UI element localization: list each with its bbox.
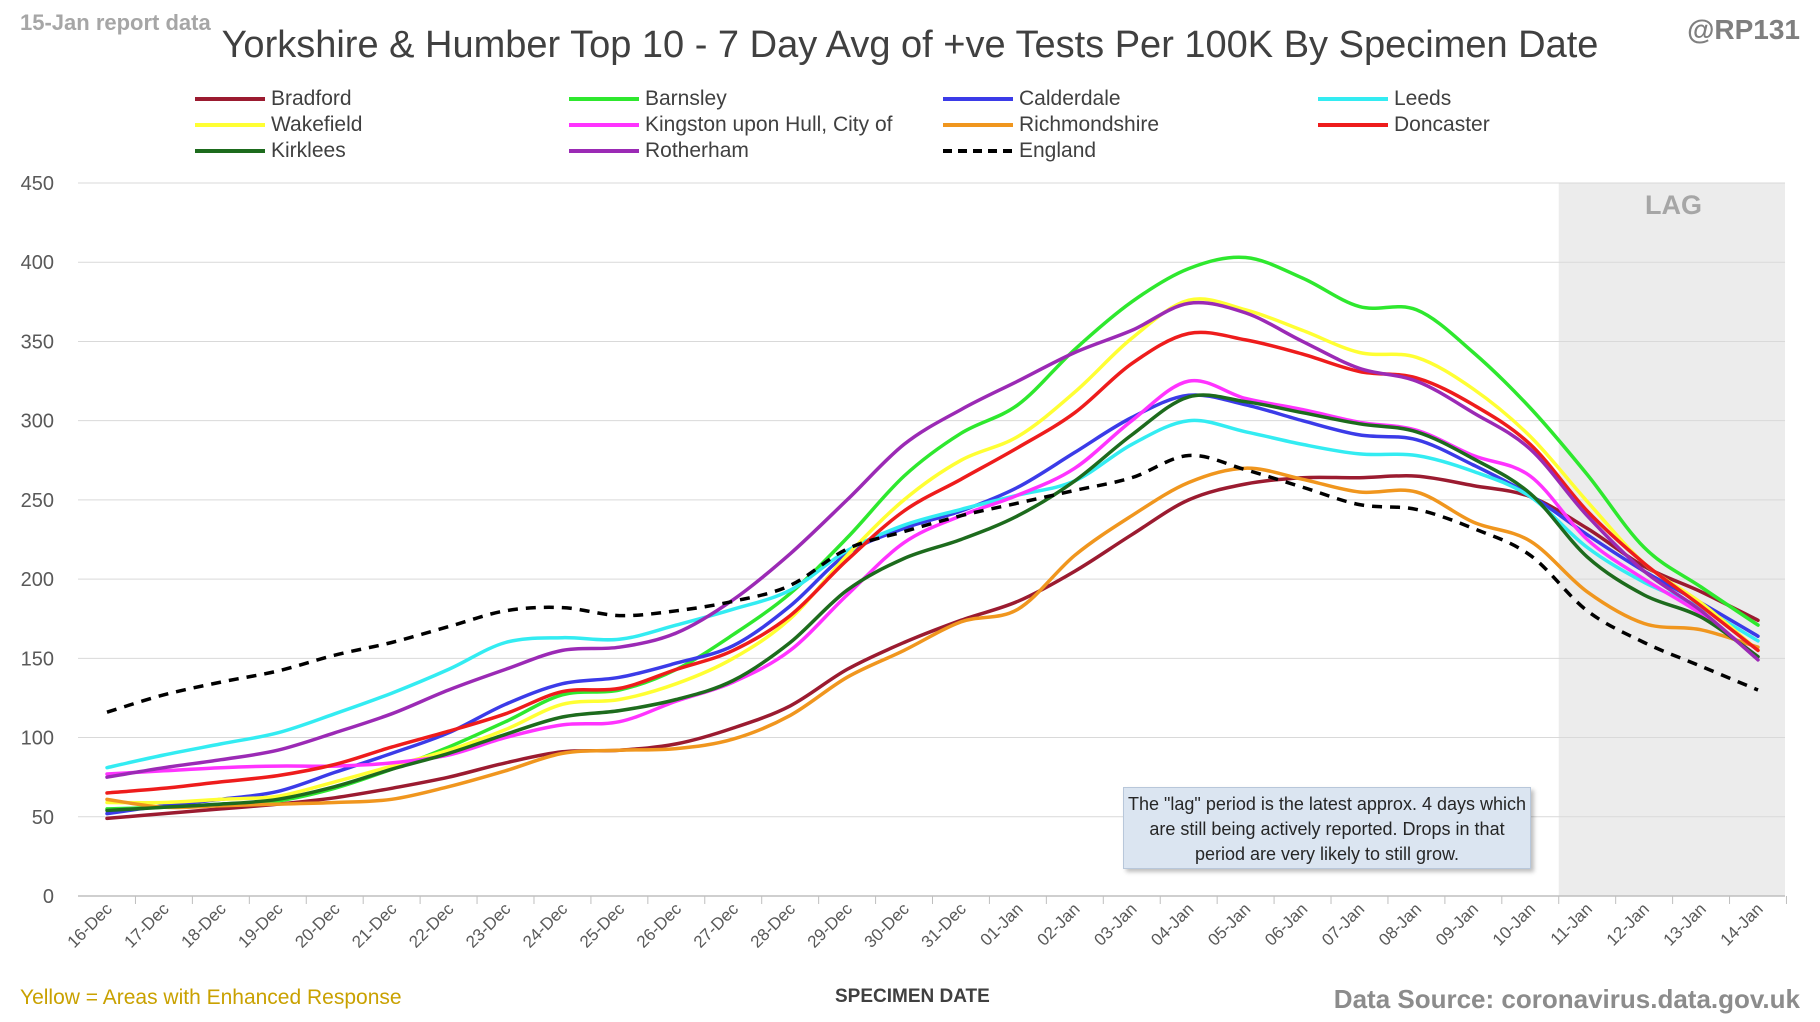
series-line-bradford [105,474,1760,821]
y-tick-label: 200 [21,569,54,591]
x-tick-label: 07-Jan [1318,899,1368,949]
series-line-kingston-upon-hull-city-of [105,378,1760,776]
legend-swatch [569,123,639,127]
x-tick-label: 13-Jan [1660,899,1710,949]
x-tick-label: 06-Jan [1261,899,1311,949]
legend-swatch [943,97,1013,101]
x-tick-label: 08-Jan [1375,899,1425,949]
x-tick-label: 03-Jan [1090,899,1140,949]
lag-annotation: The "lag" period is the latest approx. 4… [1123,787,1531,869]
legend-swatch [195,123,265,127]
series-line-kirklees [105,393,1760,813]
x-tick-label: 28-Dec [747,899,800,952]
x-tick-label: 02-Jan [1033,899,1083,949]
legend-swatch [1318,123,1388,127]
series-line-leeds [105,418,1760,770]
y-tick-label: 250 [21,490,54,512]
series-line-calderdale [105,393,1760,816]
data-source: Data Source: coronavirus.data.gov.uk [1333,984,1800,1014]
y-tick-label: 350 [21,331,54,353]
x-tick-label: 14-Jan [1717,899,1767,949]
x-tick-label: 17-Dec [121,899,174,952]
legend-label: Barnsley [645,87,727,110]
lag-label: LAG [1645,190,1702,220]
x-tick-label: 12-Jan [1603,899,1653,949]
legend-swatch [943,123,1013,127]
legend-label: Doncaster [1394,113,1490,136]
legend-swatch [195,149,265,153]
legend-label: Wakefield [271,113,363,136]
legend-swatch [1318,97,1388,101]
y-tick-label: 150 [21,648,54,670]
y-tick-label: 100 [21,728,54,750]
report-label: 15-Jan report data [20,10,211,35]
chart-title: Yorkshire & Humber Top 10 - 7 Day Avg of… [221,24,1599,66]
x-tick-label: 29-Dec [804,899,857,952]
x-tick-label: 11-Jan [1547,899,1596,948]
legend-label: Kirklees [271,139,346,162]
legend-swatch [569,149,639,153]
legend-label: England [1019,139,1097,162]
x-tick-label: 10-Jan [1489,899,1539,949]
legend-label: Calderdale [1019,87,1121,110]
x-tick-label: 25-Dec [576,899,629,952]
legend-label: Richmondshire [1019,113,1160,136]
x-tick-label: 18-Dec [177,899,230,952]
series-line-england [106,453,1759,714]
y-tick-label: 0 [43,886,54,908]
y-tick-label: 300 [21,411,54,433]
x-tick-label: 24-Dec [519,899,572,952]
y-tick-label: 450 [21,173,54,195]
legend-label: Leeds [1394,87,1452,110]
x-tick-label: 01-Jan [977,899,1027,949]
legend-swatch [569,97,639,101]
legend-swatch [195,97,265,101]
x-tick-label: 26-Dec [633,899,686,952]
x-tick-label: 20-Dec [291,899,344,952]
x-tick-label: 05-Jan [1204,899,1254,949]
x-tick-label: 16-Dec [64,899,117,952]
legend-label: Rotherham [645,139,749,162]
x-tick-label: 04-Jan [1147,899,1197,949]
x-tick-label: 30-Dec [861,899,914,952]
footnote: Yellow = Areas with Enhanced Response [20,986,402,1009]
legend-swatch [943,149,1013,153]
x-tick-label: 23-Dec [462,899,515,952]
series-line-richmondshire [105,466,1760,810]
x-axis-label: SPECIMEN DATE [835,986,990,1007]
y-tick-label: 400 [21,252,54,274]
legend-label: Kingston upon Hull, City of [645,113,893,136]
series-line-wakefield [105,297,1760,805]
x-tick-label: 19-Dec [234,899,287,952]
x-tick-label: 31-Dec [918,899,971,952]
author-handle: @RP131 [1687,14,1800,45]
y-tick-label: 50 [32,807,54,829]
x-tick-label: 22-Dec [405,899,458,952]
x-tick-label: 27-Dec [690,899,743,952]
x-tick-label: 09-Jan [1432,899,1482,949]
legend-label: Bradford [271,87,352,110]
series-line-rotherham [105,300,1760,779]
x-tick-label: 21-Dec [348,899,401,952]
series-line-doncaster [105,330,1760,795]
